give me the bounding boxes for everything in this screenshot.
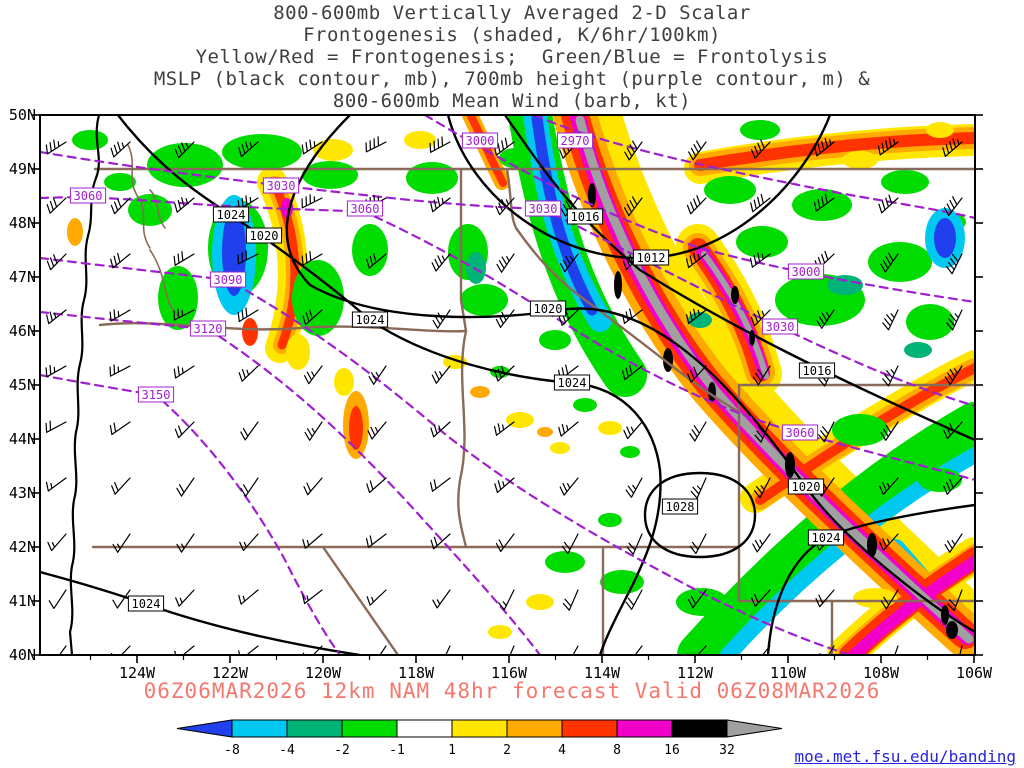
svg-text:1012: 1012 [637,251,666,265]
svg-text:32: 32 [719,743,735,758]
svg-text:8: 8 [613,743,621,758]
svg-text:1024: 1024 [812,531,841,545]
svg-text:118W: 118W [398,664,435,682]
svg-text:3030: 3030 [267,179,296,193]
ca-nv-border [321,545,400,655]
svg-text:43N: 43N [9,484,36,502]
svg-text:1028: 1028 [666,500,695,514]
colorbar: -8 -4 -2 -1 1 2 4 8 16 32 [137,716,817,762]
contour-labels: 1024 1020 1016 1012 1024 1020 1024 1016 1020 1028… [69,132,845,612]
title-line-5: 800-600mb Mean Wind (barb, kt) [332,90,692,112]
svg-text:-2: -2 [334,743,350,758]
credit-link-wrap: moe.met.fsu.edu/banding [794,747,1016,766]
or-id-border [457,329,468,549]
svg-text:1016: 1016 [571,210,600,224]
svg-text:108W: 108W [863,664,900,682]
svg-text:45N: 45N [9,376,36,394]
svg-text:-8: -8 [224,743,240,758]
svg-text:110W: 110W [770,664,807,682]
svg-text:1024: 1024 [132,597,161,611]
svg-text:1020: 1020 [792,480,821,494]
svg-text:50N: 50N [9,106,36,124]
svg-text:48N: 48N [9,214,36,232]
svg-text:47N: 47N [9,268,36,286]
svg-text:49N: 49N [9,160,36,178]
svg-text:3150: 3150 [142,388,171,402]
svg-text:1: 1 [448,743,456,758]
axis-labels: 50N 49N 48N 47N 46N 45N 44N 43N 42N 41N 40N 124W 122… [9,106,993,682]
svg-text:122W: 122W [212,664,249,682]
svg-text:1024: 1024 [356,313,385,327]
banding-link[interactable]: moe.met.fsu.edu/banding [794,747,1016,766]
svg-text:41N: 41N [9,592,36,610]
svg-text:106W: 106W [956,664,993,682]
svg-text:4: 4 [558,743,566,758]
svg-text:44N: 44N [9,430,36,448]
svg-text:3090: 3090 [214,273,243,287]
svg-text:2970: 2970 [561,134,590,148]
svg-text:114W: 114W [584,664,621,682]
svg-text:46N: 46N [9,322,36,340]
title-line-4: MSLP (black contour, mb), 700mb height (… [153,68,871,90]
svg-text:124W: 124W [119,664,156,682]
svg-text:3000: 3000 [792,265,821,279]
svg-text:1020: 1020 [250,229,279,243]
wind-barbs [45,136,963,655]
svg-text:3120: 3120 [194,322,223,336]
svg-text:3030: 3030 [529,202,558,216]
svg-text:3060: 3060 [351,202,380,216]
svg-text:-4: -4 [279,743,295,758]
svg-text:120W: 120W [305,664,342,682]
svg-text:3030: 3030 [766,320,795,334]
svg-text:1024: 1024 [558,376,587,390]
title-line-3: Yellow/Red = Frontogenesis; Green/Blue =… [195,46,829,68]
svg-text:112W: 112W [677,664,714,682]
svg-text:116W: 116W [491,664,528,682]
svg-text:1016: 1016 [803,364,832,378]
svg-text:2: 2 [503,743,511,758]
title-line-2: Frontogenesis (shaded, K/6hr/100km) [303,24,721,46]
chart-title-block: 800-600mb Vertically Averaged 2-D Scalar… [0,2,1024,112]
id-mt-border [505,167,741,414]
svg-text:3000: 3000 [466,134,495,148]
forecast-caption: 06Z06MAR2026 12km NAM 48hr forecast Vali… [143,679,881,703]
svg-text:-1: -1 [389,743,405,758]
wa-id-border [459,167,468,333]
colorbar-svg: -8 -4 -2 -1 1 2 4 8 16 32 [176,719,783,758]
svg-text:1020: 1020 [534,302,563,316]
svg-text:3060: 3060 [786,426,815,440]
columbia-river [149,189,181,319]
title-line-1: 800-600mb Vertically Averaged 2-D Scalar [273,2,751,24]
svg-text:42N: 42N [9,538,36,556]
svg-text:16: 16 [664,743,680,758]
svg-text:1024: 1024 [217,208,246,222]
svg-text:40N: 40N [9,646,36,664]
svg-text:3060: 3060 [74,189,103,203]
